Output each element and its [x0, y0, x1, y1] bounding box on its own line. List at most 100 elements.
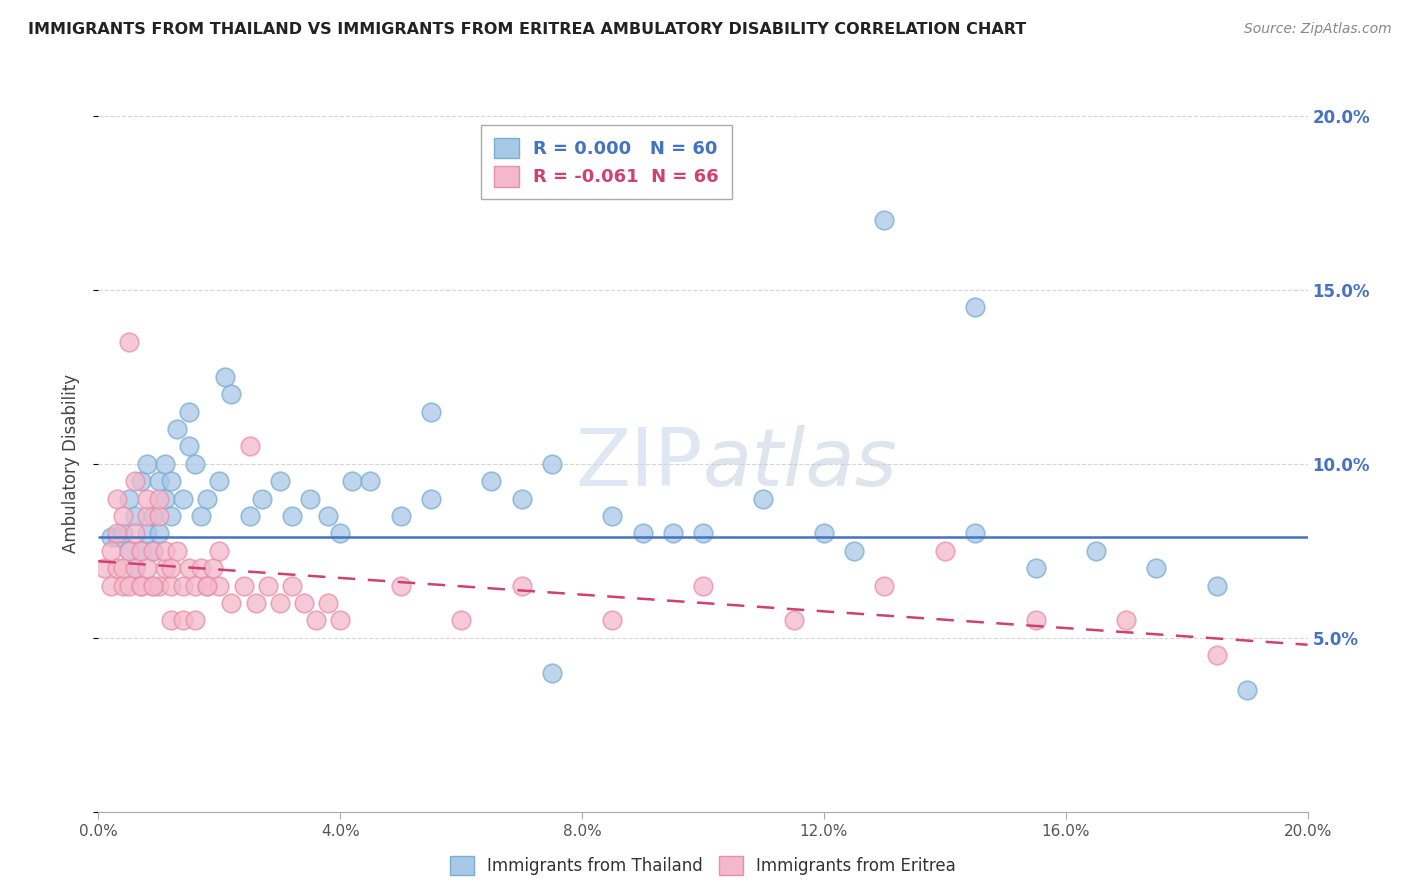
Point [148, 508, 170, 523]
Point [269, 596, 291, 610]
Point [100, 543, 122, 558]
Point [124, 561, 146, 575]
Point [111, 561, 134, 575]
Point [934, 543, 956, 558]
Point [208, 578, 231, 592]
Point [510, 578, 533, 592]
Point [142, 543, 165, 558]
Point [1144, 561, 1167, 575]
Point [148, 474, 170, 488]
Point [160, 578, 183, 592]
Point [631, 526, 654, 541]
Point [965, 526, 987, 541]
Point [232, 578, 254, 592]
Point [105, 530, 128, 544]
Point [172, 491, 194, 506]
Point [844, 543, 866, 558]
Point [172, 578, 194, 592]
Legend: Immigrants from Thailand, Immigrants from Eritrea: Immigrants from Thailand, Immigrants fro… [441, 847, 965, 883]
Point [129, 474, 152, 488]
Point [160, 508, 183, 523]
Point [752, 491, 775, 506]
Point [160, 474, 183, 488]
Point [142, 508, 165, 523]
Point [148, 578, 170, 592]
Point [342, 474, 364, 488]
Point [305, 614, 328, 628]
Point [420, 491, 443, 506]
Point [166, 422, 188, 436]
Point [420, 405, 443, 419]
Point [135, 491, 157, 506]
Point [118, 334, 141, 349]
Point [292, 596, 315, 610]
Point [184, 578, 207, 592]
Point [124, 474, 146, 488]
Point [692, 526, 714, 541]
Point [481, 474, 503, 488]
Point [135, 561, 157, 575]
Point [208, 543, 231, 558]
Point [329, 614, 352, 628]
Point [1236, 683, 1258, 698]
Point [111, 526, 134, 541]
Point [148, 491, 170, 506]
Point [118, 543, 141, 558]
Point [179, 440, 201, 454]
Point [239, 440, 262, 454]
Point [250, 491, 273, 506]
Point [93, 561, 115, 575]
Point [221, 596, 243, 610]
Text: IMMIGRANTS FROM THAILAND VS IMMIGRANTS FROM ERITREA AMBULATORY DISABILITY CORREL: IMMIGRANTS FROM THAILAND VS IMMIGRANTS F… [28, 22, 1026, 37]
Point [873, 578, 896, 592]
Point [195, 491, 218, 506]
Point [245, 596, 267, 610]
Point [873, 213, 896, 227]
Point [1206, 578, 1229, 592]
Text: Source: ZipAtlas.com: Source: ZipAtlas.com [1244, 22, 1392, 37]
Point [813, 526, 835, 541]
Point [166, 543, 188, 558]
Point [389, 578, 412, 592]
Point [540, 457, 562, 471]
Point [105, 561, 128, 575]
Point [692, 578, 714, 592]
Point [124, 508, 146, 523]
Point [153, 457, 176, 471]
Point [124, 561, 146, 575]
Point [783, 614, 806, 628]
Point [214, 369, 236, 384]
Point [184, 614, 207, 628]
Point [316, 508, 339, 523]
Point [135, 457, 157, 471]
Text: ZIP: ZIP [575, 425, 703, 503]
Point [540, 665, 562, 680]
Point [1115, 614, 1137, 628]
Point [195, 578, 218, 592]
Point [510, 491, 533, 506]
Point [129, 578, 152, 592]
Point [118, 491, 141, 506]
Point [1206, 648, 1229, 662]
Point [602, 614, 624, 628]
Point [190, 561, 212, 575]
Point [1024, 614, 1046, 628]
Point [100, 530, 122, 544]
Point [965, 300, 987, 315]
Point [190, 508, 212, 523]
Point [389, 508, 412, 523]
Point [160, 561, 183, 575]
Point [202, 561, 225, 575]
Point [142, 543, 165, 558]
Point [269, 474, 291, 488]
Point [360, 474, 382, 488]
Point [184, 457, 207, 471]
Point [662, 526, 685, 541]
Point [124, 526, 146, 541]
Point [129, 543, 152, 558]
Point [111, 508, 134, 523]
Point [118, 543, 141, 558]
Point [129, 578, 152, 592]
Point [179, 405, 201, 419]
Point [281, 578, 304, 592]
